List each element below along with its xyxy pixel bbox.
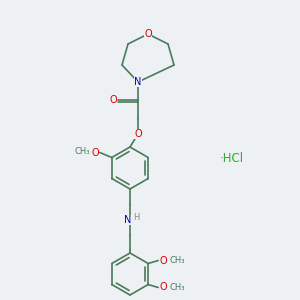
- Text: ·HCl: ·HCl: [220, 152, 244, 164]
- Text: O: O: [159, 256, 167, 266]
- Text: O: O: [134, 129, 142, 139]
- Text: O: O: [91, 148, 99, 158]
- Text: CH₃: CH₃: [169, 283, 185, 292]
- Text: N: N: [124, 215, 132, 225]
- Text: O: O: [159, 283, 167, 292]
- Text: CH₃: CH₃: [169, 256, 185, 265]
- Text: N: N: [134, 77, 142, 87]
- Text: O: O: [109, 95, 117, 105]
- Text: H: H: [133, 212, 139, 221]
- Text: CH₃: CH₃: [74, 147, 90, 156]
- Text: O: O: [144, 29, 152, 39]
